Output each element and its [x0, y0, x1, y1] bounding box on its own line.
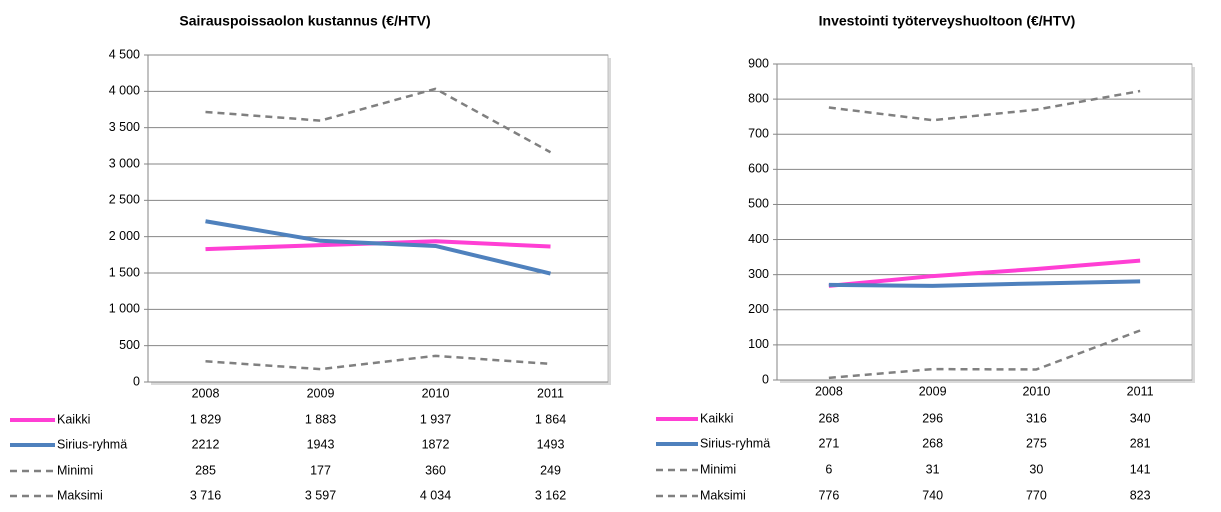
table-value: 3 162: [535, 488, 566, 502]
table-value: 281: [1130, 436, 1151, 450]
table-value: 360: [425, 463, 446, 477]
y-tick-label: 200: [748, 302, 769, 316]
series-line: [205, 219, 551, 276]
table-value: 3 716: [190, 488, 221, 502]
table-value: 1 883: [305, 412, 336, 426]
y-tick-label: 4 500: [109, 47, 140, 61]
series-line: [828, 89, 1141, 122]
table-value: 1943: [307, 437, 335, 451]
chart-title: Investointi työterveyshuoltoon (€/HTV): [819, 13, 1076, 29]
table-value: 1872: [422, 437, 450, 451]
y-tick-label: 600: [748, 162, 769, 176]
y-tick-label: 400: [748, 232, 769, 246]
x-tick-label: 2011: [1127, 384, 1154, 398]
table-value: 4 034: [420, 488, 451, 502]
table-value: 740: [922, 488, 943, 502]
table-value: 296: [922, 411, 943, 425]
y-tick-label: 100: [748, 337, 769, 351]
y-tick-label: 4 000: [109, 84, 140, 98]
table-value: 268: [922, 436, 943, 450]
x-tick-label: 2010: [422, 386, 450, 400]
series-line: [828, 258, 1141, 288]
table-value: 3 597: [305, 488, 336, 502]
table-value: 1 829: [190, 412, 221, 426]
y-tick-label: 300: [748, 267, 769, 281]
table-value: 30: [1029, 462, 1043, 476]
table-value: 823: [1130, 488, 1151, 502]
legend-label: Kaikki: [57, 412, 90, 426]
table-value: 141: [1130, 462, 1151, 476]
y-tick-label: 0: [133, 374, 140, 388]
legend-label: Minimi: [700, 462, 736, 476]
table-value: 285: [195, 463, 216, 477]
table-value: 268: [818, 411, 839, 425]
plot-area: [776, 63, 1193, 381]
table-value: 249: [540, 463, 561, 477]
table-value: 1 937: [420, 412, 451, 426]
table-value: 1493: [537, 437, 565, 451]
x-tick-label: 2009: [307, 386, 335, 400]
plot-area: [147, 54, 609, 383]
table-value: 6: [825, 462, 832, 476]
x-tick-label: 2008: [192, 386, 220, 400]
y-tick-label: 800: [748, 91, 769, 105]
chart-title: Sairauspoissaolon kustannus (€/HTV): [179, 13, 430, 29]
series-line: [205, 354, 551, 371]
y-tick-label: 500: [119, 338, 140, 352]
y-tick-label: 500: [748, 197, 769, 211]
table-value: 770: [1026, 488, 1047, 502]
y-tick-label: 2 500: [109, 193, 140, 207]
x-tick-label: 2009: [919, 384, 947, 398]
series-line: [828, 279, 1141, 288]
table-value: 316: [1026, 411, 1047, 425]
table-value: 2212: [192, 437, 220, 451]
legend-label: Sirius-ryhmä: [700, 436, 770, 450]
legend-label: Maksimi: [57, 488, 103, 502]
table-value: 271: [818, 436, 839, 450]
x-tick-label: 2008: [815, 384, 843, 398]
series-line: [828, 329, 1141, 380]
table-value: 275: [1026, 436, 1047, 450]
legend-label: Minimi: [57, 463, 93, 477]
y-tick-label: 3 500: [109, 120, 140, 134]
y-tick-label: 0: [762, 372, 769, 386]
table-value: 340: [1130, 411, 1151, 425]
legend-label: Kaikki: [700, 411, 733, 425]
table-value: 31: [926, 462, 940, 476]
y-tick-label: 900: [748, 56, 769, 70]
x-tick-label: 2010: [1022, 384, 1050, 398]
y-tick-label: 700: [748, 127, 769, 141]
table-value: 776: [818, 488, 839, 502]
y-tick-label: 3 000: [109, 156, 140, 170]
legend-label: Sirius-ryhmä: [57, 437, 127, 451]
table-value: 1 864: [535, 412, 566, 426]
x-tick-label: 2011: [537, 386, 564, 400]
series-line: [205, 87, 552, 154]
y-tick-label: 1 000: [109, 302, 140, 316]
y-tick-label: 2 000: [109, 229, 140, 243]
table-value: 177: [310, 463, 331, 477]
y-tick-label: 1 500: [109, 265, 140, 279]
legend-label: Maksimi: [700, 488, 746, 502]
